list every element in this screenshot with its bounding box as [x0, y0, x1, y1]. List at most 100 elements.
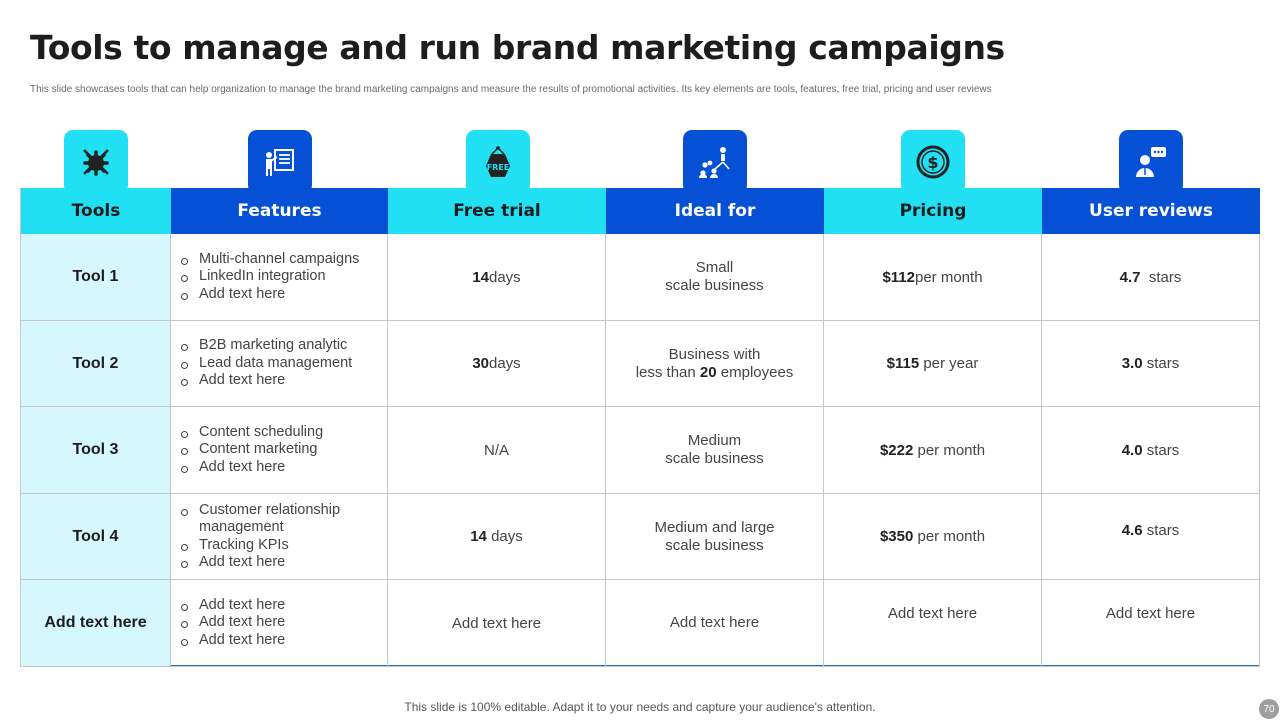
trial-text: days	[489, 355, 521, 372]
ideal-for-cell: Medium scale business	[606, 407, 824, 494]
feature-item: B2B marketing analytic	[181, 337, 352, 355]
header-free-trial: Free trial	[388, 188, 606, 234]
feature-item: Add text here	[181, 597, 285, 615]
ideal-line-1: Medium and large	[654, 518, 775, 536]
review-score: 3.0	[1121, 355, 1143, 372]
footer-note: This slide is 100% editable. Adapt it to…	[404, 700, 876, 714]
trial-number: 14	[472, 268, 489, 286]
price-amount: $222	[879, 441, 914, 459]
tool-name: Tool 3	[20, 407, 171, 494]
ideal-line-1: Small	[695, 259, 734, 276]
trial-text: Add text here	[451, 614, 542, 632]
ideal-line-1: Add text here	[669, 614, 760, 631]
header-tools: Tools	[20, 188, 171, 234]
feature-item: Add text here	[181, 459, 323, 477]
header-user-reviews: User reviews	[1042, 188, 1260, 234]
review-text: stars	[1140, 268, 1182, 286]
price-amount: $350	[879, 528, 914, 545]
header-ideal-for: Ideal for	[606, 188, 824, 234]
feature-item: Customer relationship management	[181, 502, 356, 537]
review-text: stars	[1142, 441, 1180, 459]
free-trial-cell: Add text here	[388, 580, 606, 667]
review-score: 4.7	[1119, 268, 1141, 286]
ideal-line-2: scale business	[665, 450, 764, 467]
trial-text: days	[489, 268, 521, 286]
review-score: 4.6	[1121, 522, 1143, 539]
slide-subtitle: This slide showcases tools that can help…	[30, 84, 992, 95]
feature-item: Add text here	[181, 632, 285, 650]
features-list: B2B marketing analytic Lead data managem…	[171, 321, 388, 407]
feature-item: Add text here	[181, 372, 352, 390]
free-trial-cell: 30 days	[388, 321, 606, 407]
tool-name: Tool 2	[20, 321, 171, 407]
ideal-number: 20	[699, 363, 717, 381]
feature-item: Add text here	[181, 554, 356, 572]
review-cell: 4.0 stars	[1042, 407, 1260, 494]
gear-wrench-icon	[64, 130, 128, 194]
tool-name: Tool 1	[20, 234, 171, 321]
ideal-line-1: Business with	[668, 345, 761, 363]
ideal-line-1: Medium	[687, 432, 742, 449]
feature-item: Add text here	[181, 286, 359, 304]
team-network-icon	[683, 130, 747, 194]
ideal-for-cell: Small scale business	[606, 234, 824, 321]
free-trial-cell: 14 days	[388, 234, 606, 321]
price-period: Add text here	[887, 605, 978, 622]
ideal-line-2: less than	[635, 363, 700, 381]
review-cell: 4.7 stars	[1042, 234, 1260, 321]
header-features: Features	[171, 188, 388, 234]
free-tag-icon: FREE	[466, 130, 530, 194]
pricing-cell: $350 per month	[824, 494, 1042, 580]
pricing-cell: $222 per month	[824, 407, 1042, 494]
ideal-line-2: scale business	[665, 536, 764, 554]
features-list: Multi-channel campaigns LinkedIn integra…	[171, 234, 388, 321]
features-list: Add text here Add text here Add text her…	[171, 580, 388, 667]
feature-item: Add text here	[181, 614, 285, 632]
tool-name: Add text here	[20, 580, 171, 667]
price-period: per month	[915, 268, 983, 286]
review-cell: 3.0 stars	[1042, 321, 1260, 407]
presentation-icon	[248, 130, 312, 194]
feature-item: LinkedIn integration	[181, 268, 359, 286]
price-period: per month	[913, 528, 986, 545]
ideal-for-cell: Medium and large scale business	[606, 494, 824, 580]
trial-text: days	[486, 528, 523, 545]
features-list: Content scheduling Content marketing Add…	[171, 407, 388, 494]
dollar-coin-icon: $	[901, 130, 965, 194]
user-review-icon	[1119, 130, 1183, 194]
ideal-for-cell: Business with less than 20 employees	[606, 321, 824, 407]
review-text: stars	[1142, 355, 1180, 372]
review-text: Add text here	[1105, 605, 1196, 622]
features-list: Customer relationship management Trackin…	[171, 494, 388, 580]
ideal-for-cell: Add text here	[606, 580, 824, 667]
feature-item: Content marketing	[181, 441, 323, 459]
price-amount: $112	[882, 268, 915, 286]
svg-text:FREE: FREE	[487, 163, 510, 172]
free-trial-cell: 14 days	[388, 494, 606, 580]
price-period: per month	[913, 441, 986, 459]
price-period: per year	[919, 355, 979, 372]
ideal-suffix: employees	[716, 363, 794, 381]
pricing-cell: $112 per month	[824, 234, 1042, 321]
review-cell: Add text here	[1042, 580, 1260, 667]
trial-number: 14	[470, 528, 487, 545]
feature-item: Content scheduling	[181, 424, 323, 442]
header-pricing: Pricing	[824, 188, 1042, 234]
page-number-badge: 70	[1259, 699, 1279, 719]
svg-text:$: $	[927, 153, 938, 172]
trial-number: 30	[472, 355, 489, 372]
price-amount: $115	[886, 355, 920, 372]
trial-text: N/A	[483, 441, 509, 459]
tools-table: Tools Features Free trial Ideal for Pric…	[20, 188, 1260, 667]
review-score: 4.0	[1121, 441, 1143, 459]
free-trial-cell: N/A	[388, 407, 606, 494]
review-cell: 4.6 stars	[1042, 494, 1260, 580]
pricing-cell: $115 per year	[824, 321, 1042, 407]
ideal-line-2: scale business	[665, 277, 764, 294]
tool-name: Tool 4	[20, 494, 171, 580]
review-text: stars	[1142, 522, 1180, 539]
pricing-cell: Add text here	[824, 580, 1042, 667]
feature-item: Tracking KPIs	[181, 537, 356, 555]
slide-title: Tools to manage and run brand marketing …	[30, 28, 1005, 67]
feature-item: Lead data management	[181, 355, 352, 373]
